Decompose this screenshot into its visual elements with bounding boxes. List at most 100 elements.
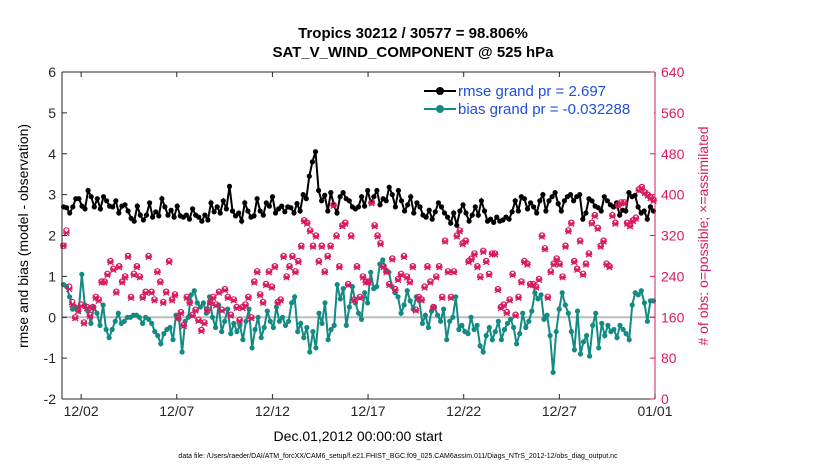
data-point [165,213,170,218]
data-point [571,198,576,203]
data-point [529,309,534,314]
data-point [310,329,315,334]
data-point [491,220,496,225]
data-point [319,321,324,326]
y-left-tick-label: 1 [48,268,56,284]
y-axis-left-label: rmse and bias (model - observation) [15,124,31,348]
data-point [86,188,91,193]
data-point [169,208,174,213]
legend-rmse-label: rmse grand pr = 2.697 [458,83,606,100]
data-point [94,311,99,316]
data-point [162,204,167,209]
data-point [110,204,115,209]
data-point [170,337,175,342]
x-tick-label: 12/12 [255,403,290,419]
y-left-tick-label: 4 [48,146,56,162]
data-point [575,309,580,314]
data-point [231,321,236,326]
data-point [213,325,218,330]
y-right-tick-label: 400 [661,187,685,203]
data-point [390,192,395,197]
y-left-tick-label: 6 [48,64,56,80]
data-point [288,205,293,210]
data-point [478,343,483,348]
data-point [537,198,542,203]
data-point [496,319,501,324]
data-point [175,204,180,209]
data-point [602,194,607,199]
data-point [584,333,589,338]
data-point [107,335,112,340]
data-point [402,208,407,213]
data-point [405,202,410,207]
data-point [322,193,327,198]
y-right-tick-label: 560 [661,105,685,121]
data-point [476,213,481,218]
data-point [205,217,210,222]
data-point [283,323,288,328]
data-point [341,286,346,291]
y-left-tick-label: -1 [44,350,57,366]
data-point [559,208,564,213]
data-point [636,204,641,209]
data-point [250,345,255,350]
data-point [426,325,431,330]
data-point [199,219,204,224]
data-point [587,354,592,359]
data-point [212,209,217,214]
data-point [236,210,241,215]
data-point [279,204,284,209]
data-point [359,194,364,199]
data-point [442,210,447,215]
data-point [454,223,459,228]
data-point [344,323,349,328]
data-point [374,188,379,193]
data-point [481,349,486,354]
data-point [513,198,518,203]
data-point [596,345,601,350]
data-point [623,208,628,213]
data-point [356,204,361,209]
data-point [590,323,595,328]
data-point [313,345,318,350]
data-point [202,213,207,218]
data-point [624,331,629,336]
data-point [630,302,635,307]
data-point [493,329,498,334]
chart-title: Tropics 30212 / 30577 = 98.806% [298,25,528,42]
data-point [648,204,653,209]
data-point [526,319,531,324]
data-point [433,209,438,214]
data-point [359,317,364,322]
x-axis-label: Dec.01,2012 00:00:00 start [274,428,443,444]
data-point [126,208,131,213]
data-point [459,323,464,328]
data-point [98,206,103,211]
data-point [144,213,149,218]
data-point [580,217,585,222]
data-point [525,206,530,211]
y-left-tick-label: 2 [48,228,56,244]
data-point [508,317,513,322]
x-tick-label: 12/02 [64,403,99,419]
data-point [605,323,610,328]
data-point [280,315,285,320]
data-point [572,347,577,352]
chart-subtitle: SAT_V_WIND_COMPONENT @ 525 hPa [272,44,554,61]
chart: Tropics 30212 / 30577 = 98.806% SAT_V_WI… [0,0,830,470]
data-point [101,194,106,199]
data-point [316,311,321,316]
data-point [516,208,521,213]
data-point [76,196,81,201]
x-tick-label: 12/27 [542,403,577,419]
data-point [289,300,294,305]
data-point [271,325,276,330]
data-point [256,315,261,320]
data-point [362,290,367,295]
data-point [568,192,573,197]
data-point [511,325,516,330]
data-point [531,204,536,209]
data-point [626,190,631,195]
data-point [243,319,248,324]
data-point [463,210,468,215]
